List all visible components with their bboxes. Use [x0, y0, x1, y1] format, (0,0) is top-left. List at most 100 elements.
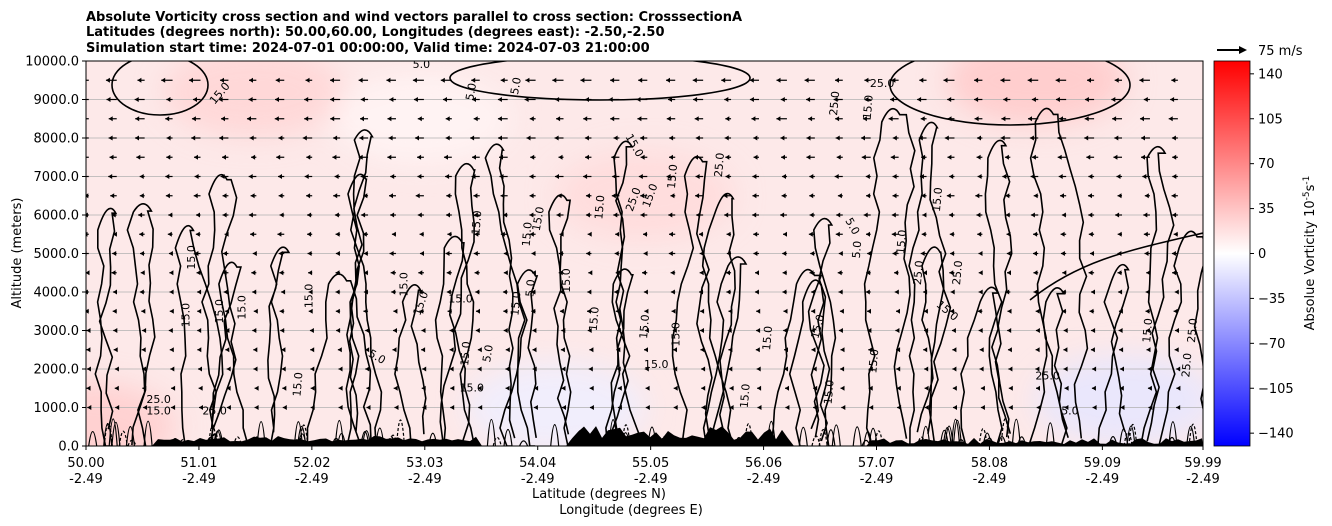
- wind-vector: [168, 212, 173, 218]
- wind-vector: [723, 193, 732, 199]
- contour-label: 15.0: [458, 341, 473, 367]
- wind-vector: [693, 97, 704, 102]
- wind-vector: [1059, 116, 1067, 122]
- wind-vector: [529, 193, 536, 199]
- contour-label: 5.0: [463, 82, 479, 101]
- wind-vector: [477, 366, 482, 372]
- wind-vector: [421, 385, 426, 391]
- contour-label: 15.0: [530, 206, 547, 232]
- wind-vector: [562, 405, 566, 410]
- wind-vector: [1060, 251, 1067, 256]
- wind-vector: [141, 347, 146, 353]
- wind-vector: [861, 154, 871, 160]
- wind-vector: [921, 193, 927, 199]
- x-tick-label-lat: 59.09: [1084, 456, 1121, 471]
- colorbar: 140 105 70 35 0 −35 −70 −105 −140 Absolue Vortic…: [1213, 60, 1318, 447]
- colorbar-gradient: [1213, 60, 1251, 447]
- wind-vector: [415, 193, 424, 199]
- wind-vector: [1008, 385, 1013, 391]
- wind-vector: [413, 97, 424, 102]
- wind-vector: [589, 405, 594, 410]
- wind-vector: [780, 97, 787, 102]
- wind-vector: [838, 251, 843, 256]
- wind-vector: [498, 135, 508, 141]
- wind-vector: [1086, 154, 1095, 160]
- contour-line: [1097, 263, 1130, 446]
- wind-vector: [638, 77, 648, 83]
- wind-vector: [866, 193, 871, 199]
- wind-vector: [134, 135, 145, 141]
- wind-vector: [248, 174, 257, 179]
- contour-label: 25.0: [911, 260, 926, 286]
- wind-vector: [917, 97, 927, 102]
- wind-vector: [1139, 77, 1150, 83]
- wind-vector: [169, 347, 174, 353]
- wind-vector: [412, 77, 424, 83]
- wind-vector: [610, 77, 620, 83]
- wind-vector: [812, 366, 817, 372]
- wind-vector: [867, 328, 872, 333]
- wind-vector: [616, 366, 621, 372]
- contour-line: [550, 424, 560, 446]
- wind-vector: [1057, 154, 1067, 160]
- wind-vector: [140, 251, 145, 256]
- wind-vector: [726, 289, 732, 295]
- wind-vector: [140, 270, 145, 276]
- wind-vector: [1084, 135, 1095, 141]
- wind-vector: [310, 347, 315, 353]
- wind-vector: [335, 231, 341, 237]
- y-tick-label: 4000.0: [34, 286, 80, 301]
- wind-vector: [1063, 347, 1068, 353]
- wind-vector: [841, 405, 846, 410]
- wind-vector: [529, 116, 536, 122]
- wind-vector: [87, 405, 92, 410]
- contour-label: 15.0: [560, 268, 573, 293]
- wind-vector: [1145, 289, 1150, 295]
- wind-vector: [616, 328, 621, 333]
- wind-vector: [921, 154, 927, 160]
- wind-vector: [445, 251, 452, 256]
- wind-vector: [447, 308, 452, 314]
- wind-vector: [753, 154, 759, 160]
- wind-vector: [781, 154, 787, 160]
- wind-vector: [219, 135, 229, 141]
- wind-vector: [749, 97, 759, 102]
- wind-vector: [421, 328, 426, 333]
- wind-vector: [1062, 270, 1067, 276]
- colorbar-label-exp: -5: [1302, 191, 1312, 200]
- quiver-key-arrowhead: [1239, 46, 1247, 54]
- contour-label: 15.0: [448, 293, 473, 306]
- wind-vector: [470, 135, 480, 141]
- wind-vector: [1117, 270, 1123, 276]
- wind-vector: [804, 77, 815, 83]
- wind-vector: [672, 328, 677, 333]
- contour-line: [88, 430, 98, 446]
- wind-vector: [449, 347, 454, 353]
- wind-vector: [1118, 308, 1123, 314]
- contour-label: 15.0: [469, 210, 484, 236]
- wind-vector: [1088, 231, 1095, 237]
- wind-vector: [86, 366, 91, 372]
- contour-line: [863, 107, 916, 446]
- wind-vector: [782, 174, 787, 179]
- wind-vector: [447, 231, 452, 237]
- contour-line: [103, 422, 113, 446]
- wind-vector: [867, 308, 871, 314]
- wind-vector: [1112, 116, 1123, 122]
- wind-vector: [139, 231, 145, 237]
- wind-vector: [142, 328, 147, 333]
- wind-vector: [555, 97, 564, 102]
- wind-vector: [418, 289, 424, 295]
- wind-vector: [835, 231, 843, 237]
- wind-vector: [388, 135, 396, 141]
- contour-label: 15.0: [587, 306, 602, 332]
- wind-vector: [640, 193, 648, 199]
- wind-vector: [503, 308, 508, 314]
- wind-vector: [561, 366, 566, 372]
- wind-vector: [668, 212, 676, 218]
- wind-vector: [365, 366, 370, 372]
- wind-vector: [868, 347, 873, 353]
- contour-label: 15.0: [894, 229, 909, 255]
- wind-vector: [142, 366, 146, 372]
- wind-vector: [644, 347, 648, 353]
